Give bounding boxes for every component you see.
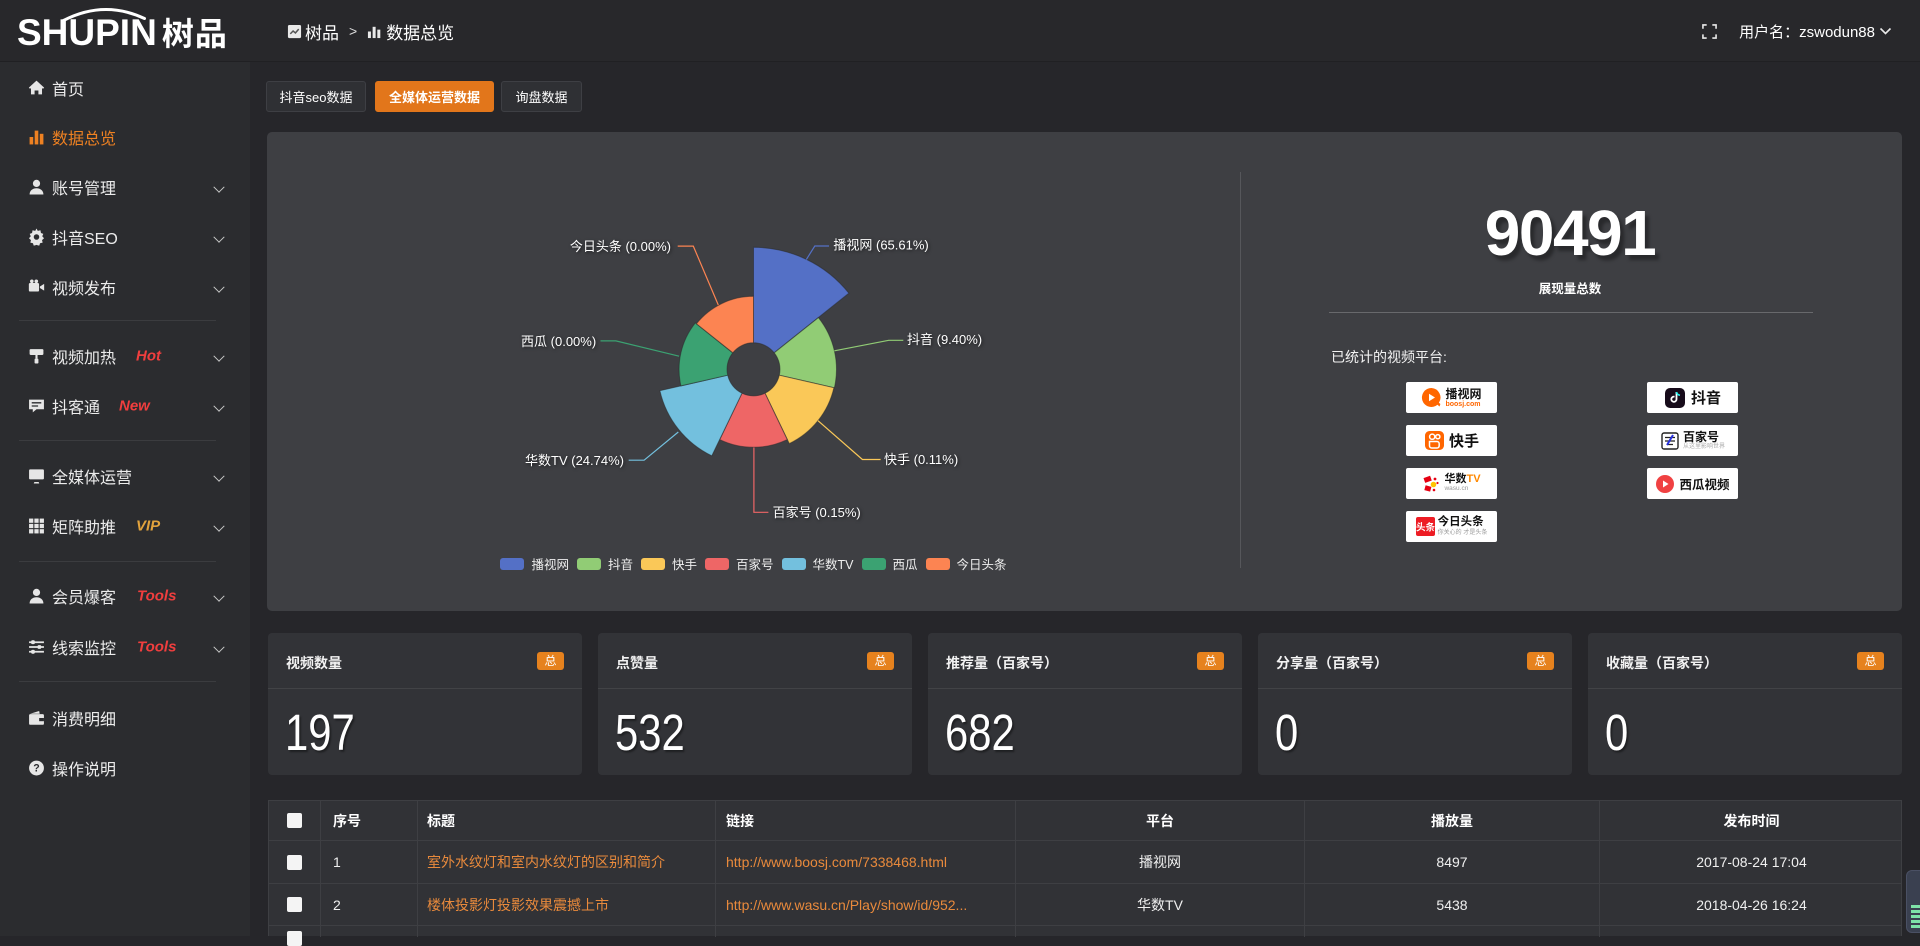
svg-text:百家号 (0.15%): 百家号 (0.15%) (773, 505, 861, 520)
svg-text:头条: 头条 (1416, 520, 1435, 534)
svg-text:西瓜 (0.00%): 西瓜 (0.00%) (521, 334, 596, 349)
svg-text:今日头条 (0.00%): 今日头条 (0.00%) (570, 239, 671, 254)
svg-text:快手 (0.11%): 快手 (0.11%) (884, 452, 958, 467)
svg-text:?: ? (33, 763, 39, 775)
svg-text:播视网 (65.61%): 播视网 (65.61%) (833, 238, 928, 253)
svg-text:华数TV (24.74%): 华数TV (24.74%) (525, 453, 624, 468)
svg-text:抖音 (9.40%): 抖音 (9.40%) (907, 332, 982, 347)
